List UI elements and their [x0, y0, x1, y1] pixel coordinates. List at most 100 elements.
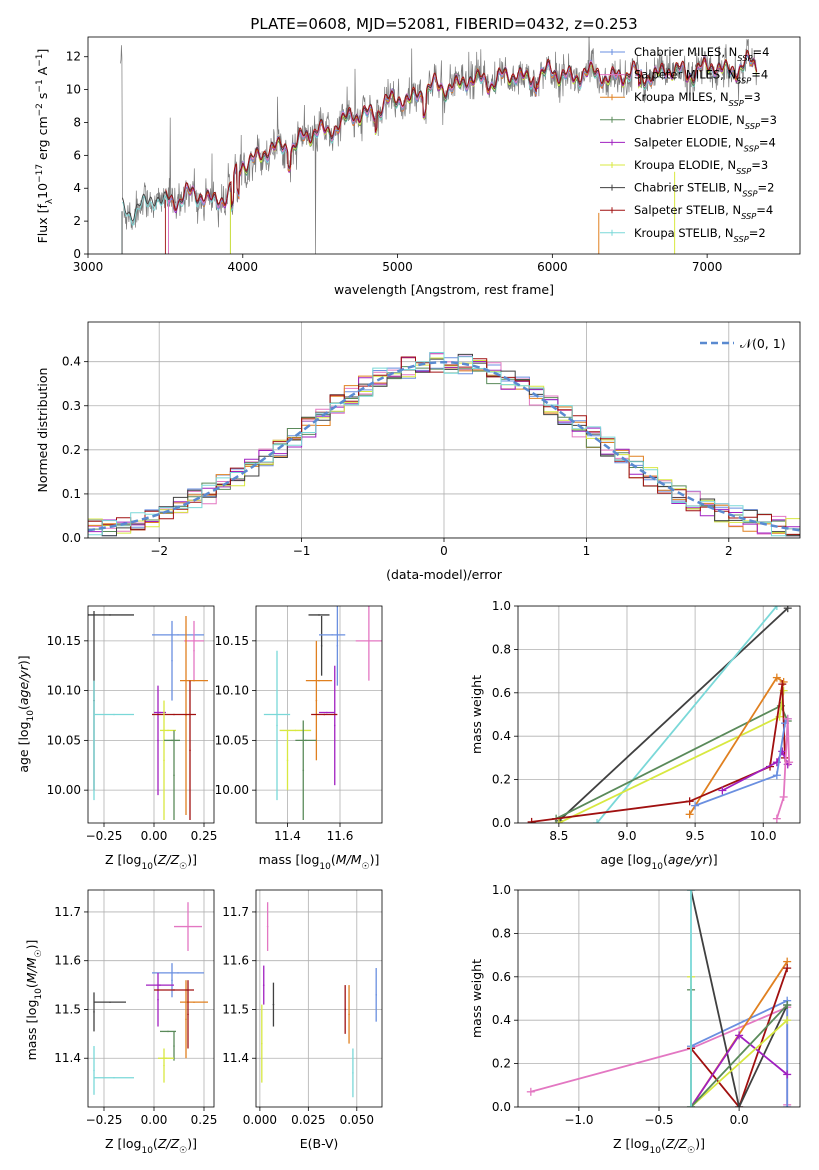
label-part: M/M [336, 852, 362, 867]
label-part: ☉ [34, 949, 44, 957]
data-point [323, 713, 326, 716]
label-part: )] [187, 1136, 197, 1151]
label-part: ( [663, 852, 668, 867]
ticks: −2 −1 0 1 2 0.0 0.1 0.2 0.3 0.4 [62, 355, 733, 558]
data-point [318, 614, 320, 616]
plot-area [256, 890, 382, 1107]
data-point [326, 711, 328, 714]
x-tick-label: 0.025 [291, 1113, 325, 1127]
data-point [272, 1003, 275, 1006]
y-tick-label: 6 [73, 148, 81, 162]
label-part: ☉ [179, 862, 187, 872]
label-part: Kroupa ELODIE, N [634, 158, 736, 172]
y-tick-label: 4 [73, 181, 81, 195]
y-tick-label: 10.10 [47, 684, 81, 698]
label-part: =4 [751, 68, 768, 82]
legend-label: Kroupa ELODIE, NSSP=3 [634, 158, 768, 176]
weight-series-line [688, 676, 785, 815]
legend-label: Salpeter ELODIE, NSSP=4 [634, 135, 776, 153]
label-part: SSP [737, 53, 752, 63]
y-tick-label: 11.6 [54, 954, 81, 968]
data-point [93, 1011, 95, 1013]
label-part: 10 [26, 710, 36, 722]
label-part: SSP [734, 234, 749, 244]
data-point [167, 1030, 169, 1033]
label-part: Z/Z [157, 1136, 180, 1151]
y-tick-label: 0 [73, 247, 81, 261]
data-point [185, 1018, 187, 1021]
x-tick-label: 5000 [382, 260, 413, 274]
data-point [173, 713, 175, 716]
label-part: Chabrier ELODIE, N [634, 113, 745, 127]
data-point [193, 1001, 195, 1003]
data-point [93, 739, 95, 742]
x-tick-label: 0.000 [243, 1113, 277, 1127]
label-part: =3 [744, 90, 761, 104]
label-part: )] [187, 852, 197, 867]
weight-series-line [555, 704, 789, 820]
label-part: 10 [141, 1146, 153, 1156]
data-point [315, 699, 318, 702]
normal-curve [88, 360, 800, 532]
x-axis-label: (data-model)/error [386, 567, 503, 582]
data-point [113, 713, 115, 716]
data-point [368, 640, 370, 642]
label-part: Z/Z [157, 852, 180, 867]
plot-area [88, 322, 800, 538]
label-part: Z/Z [665, 1136, 688, 1151]
label-part: Salpeter ELODIE, N [634, 135, 744, 149]
label-part: =4 [759, 135, 776, 149]
y-tick-label: 11.7 [222, 905, 249, 919]
axes-frame [255, 605, 383, 824]
label-part: age [log [600, 852, 651, 867]
axes-frame [255, 889, 383, 1108]
x-axis-label: Z [log10(Z/Z☉)] [105, 852, 197, 872]
legend-label: Chabrier ELODIE, NSSP=3 [634, 113, 777, 131]
y-tick-label: 11.7 [54, 905, 81, 919]
data-point [344, 1008, 346, 1011]
x-axis-label: Z [log10(Z/Z☉)] [613, 1136, 705, 1156]
y-tick-label: 11.5 [54, 1002, 81, 1016]
y-tick-label: 11.4 [54, 1051, 81, 1065]
x-tick-label: 2 [725, 544, 733, 558]
weight-series-line [690, 967, 789, 1107]
x-tick-label: −1.0 [564, 1113, 593, 1127]
data-point [163, 759, 165, 762]
label-part: SSP [745, 121, 760, 131]
label-part: )] [16, 655, 31, 665]
legend-label: 𝒩(0, 1) [740, 336, 786, 351]
data-point [266, 925, 269, 928]
label-part: 10 [141, 862, 153, 872]
label-part: =4 [756, 203, 773, 217]
label-part: Chabrier MILES, N [634, 45, 737, 59]
label-part: Z [log [105, 852, 141, 867]
x-axis-label: Z [log10(Z/Z☉)] [105, 1136, 197, 1156]
axes-frame [517, 605, 801, 824]
y-tick-label: 1.0 [492, 599, 511, 613]
y-tick-label: 0.4 [62, 355, 81, 369]
axes-frame [87, 889, 215, 1108]
x-tick-label: 11.4 [274, 829, 301, 843]
legend-label: Kroupa MILES, NSSP=3 [634, 90, 761, 108]
y-tick-label: 0.4 [492, 729, 511, 743]
weight-series-line [531, 683, 786, 823]
label-part: ( [153, 852, 158, 867]
data-point [262, 984, 265, 986]
label-part: ( [331, 852, 336, 867]
y-tick-label: 0.8 [492, 642, 511, 656]
model-line [165, 49, 758, 211]
label-part: SSP [736, 166, 751, 176]
label-part: age/yr [16, 664, 31, 705]
plot-area [88, 890, 214, 1107]
y-axis-label: Normed distribution [35, 368, 50, 493]
data-point [173, 774, 175, 777]
label-part: 10 [35, 183, 50, 199]
data-point [352, 1072, 354, 1074]
data-point [159, 711, 161, 714]
x-tick-label: 0.0 [730, 1113, 749, 1127]
plot-area [88, 606, 214, 823]
label-part: SSP [741, 211, 756, 221]
label-part: ] [35, 49, 50, 54]
